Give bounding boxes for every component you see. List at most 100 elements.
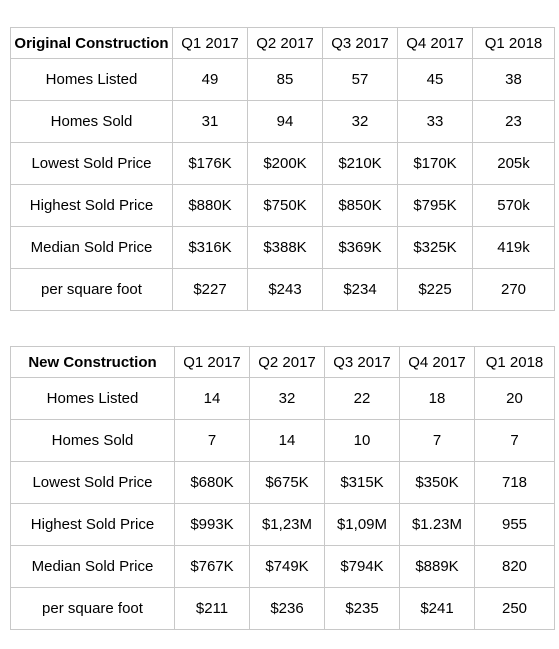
table-row: Homes Sold 31 94 32 33 23: [10, 100, 555, 143]
table-cell: $235: [324, 587, 400, 630]
table-cell: $200K: [247, 142, 323, 185]
row-label: Highest Sold Price: [10, 184, 173, 227]
table-cell: $369K: [322, 226, 398, 269]
table-row: Highest Sold Price $880K $750K $850K $79…: [10, 184, 555, 227]
table-cell: $241: [399, 587, 475, 630]
table-cell: $767K: [174, 545, 250, 588]
column-header: Q4 2017: [399, 346, 475, 378]
column-header: Q1 2017: [174, 346, 250, 378]
table-cell: 32: [322, 100, 398, 143]
table-cell: 718: [474, 461, 555, 504]
table-cell: $794K: [324, 545, 400, 588]
row-label: Homes Listed: [10, 58, 173, 101]
row-label: Homes Listed: [10, 377, 175, 420]
table-cell: $993K: [174, 503, 250, 546]
table-cell: 419k: [472, 226, 555, 269]
table-cell: $170K: [397, 142, 473, 185]
table-row: Highest Sold Price $993K $1,23M $1,09M $…: [10, 503, 555, 546]
table-cell: $243: [247, 268, 323, 311]
table-cell: 14: [174, 377, 250, 420]
table-cell: $675K: [249, 461, 325, 504]
table-row: Homes Listed 49 85 57 45 38: [10, 58, 555, 101]
table-row: per square foot $211 $236 $235 $241 250: [10, 587, 555, 630]
row-label: per square foot: [10, 268, 173, 311]
table-cell: 205k: [472, 142, 555, 185]
row-label: per square foot: [10, 587, 175, 630]
table-title: New Construction: [10, 346, 175, 378]
table-cell: $880K: [172, 184, 248, 227]
table-cell: 45: [397, 58, 473, 101]
table-cell: 31: [172, 100, 248, 143]
original-construction-table: Original Construction Q1 2017 Q2 2017 Q3…: [10, 27, 555, 311]
table-header-row: New Construction Q1 2017 Q2 2017 Q3 2017…: [10, 346, 555, 378]
table-row: Median Sold Price $767K $749K $794K $889…: [10, 545, 555, 588]
row-label: Lowest Sold Price: [10, 142, 173, 185]
row-label: Median Sold Price: [10, 545, 175, 588]
table-cell: 49: [172, 58, 248, 101]
row-label: Homes Sold: [10, 100, 173, 143]
table-cell: $227: [172, 268, 248, 311]
table-cell: $316K: [172, 226, 248, 269]
column-header: Q1 2018: [472, 27, 555, 59]
table-cell: $211: [174, 587, 250, 630]
table-row: per square foot $227 $243 $234 $225 270: [10, 268, 555, 311]
column-header: Q3 2017: [324, 346, 400, 378]
table-cell: 7: [399, 419, 475, 462]
column-header: Q2 2017: [247, 27, 323, 59]
table-cell: $176K: [172, 142, 248, 185]
table-cell: 20: [474, 377, 555, 420]
table-cell: 270: [472, 268, 555, 311]
table-cell: $1,09M: [324, 503, 400, 546]
table-cell: $750K: [247, 184, 323, 227]
table-row: Median Sold Price $316K $388K $369K $325…: [10, 226, 555, 269]
table-cell: $210K: [322, 142, 398, 185]
column-header: Q2 2017: [249, 346, 325, 378]
table-cell: $889K: [399, 545, 475, 588]
row-label: Median Sold Price: [10, 226, 173, 269]
table-cell: $388K: [247, 226, 323, 269]
table-cell: 18: [399, 377, 475, 420]
table-cell: 10: [324, 419, 400, 462]
table-cell: 7: [174, 419, 250, 462]
column-header: Q3 2017: [322, 27, 398, 59]
row-label: Homes Sold: [10, 419, 175, 462]
table-cell: 32: [249, 377, 325, 420]
table-cell: 23: [472, 100, 555, 143]
table-cell: $236: [249, 587, 325, 630]
column-header: Q4 2017: [397, 27, 473, 59]
new-construction-table: New Construction Q1 2017 Q2 2017 Q3 2017…: [10, 346, 555, 630]
table-row: Homes Listed 14 32 22 18 20: [10, 377, 555, 420]
table-cell: $795K: [397, 184, 473, 227]
table-cell: $350K: [399, 461, 475, 504]
table-cell: 14: [249, 419, 325, 462]
table-title: Original Construction: [10, 27, 173, 59]
table-header-row: Original Construction Q1 2017 Q2 2017 Q3…: [10, 27, 555, 59]
table-cell: 38: [472, 58, 555, 101]
table-cell: 7: [474, 419, 555, 462]
table-cell: 94: [247, 100, 323, 143]
table-cell: $749K: [249, 545, 325, 588]
table-cell: $234: [322, 268, 398, 311]
table-cell: 250: [474, 587, 555, 630]
table-cell: $680K: [174, 461, 250, 504]
table-cell: $325K: [397, 226, 473, 269]
table-cell: $225: [397, 268, 473, 311]
table-cell: 570k: [472, 184, 555, 227]
table-row: Homes Sold 7 14 10 7 7: [10, 419, 555, 462]
column-header: Q1 2018: [474, 346, 555, 378]
table-cell: 57: [322, 58, 398, 101]
row-label: Lowest Sold Price: [10, 461, 175, 504]
table-cell: $1.23M: [399, 503, 475, 546]
row-label: Highest Sold Price: [10, 503, 175, 546]
table-cell: 22: [324, 377, 400, 420]
table-cell: 85: [247, 58, 323, 101]
table-cell: $315K: [324, 461, 400, 504]
table-cell: $1,23M: [249, 503, 325, 546]
table-cell: 33: [397, 100, 473, 143]
column-header: Q1 2017: [172, 27, 248, 59]
table-cell: 820: [474, 545, 555, 588]
table-cell: $850K: [322, 184, 398, 227]
table-cell: 955: [474, 503, 555, 546]
table-row: Lowest Sold Price $176K $200K $210K $170…: [10, 142, 555, 185]
table-row: Lowest Sold Price $680K $675K $315K $350…: [10, 461, 555, 504]
